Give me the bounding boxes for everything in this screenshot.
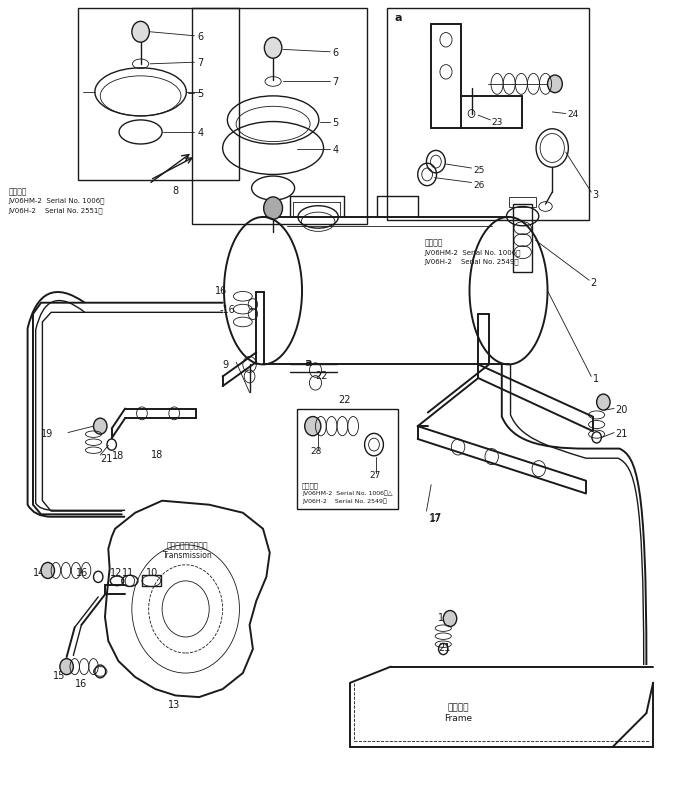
Text: 19: 19: [41, 428, 53, 438]
Bar: [513, 205, 532, 273]
Text: Frame: Frame: [444, 713, 472, 722]
Bar: [297, 409, 398, 509]
Text: 4: 4: [197, 128, 204, 138]
Text: 23: 23: [492, 118, 503, 127]
Circle shape: [596, 395, 610, 411]
Text: 17: 17: [430, 512, 442, 522]
Circle shape: [94, 419, 107, 435]
Bar: [78, 9, 239, 180]
Text: 16: 16: [76, 567, 88, 577]
Text: 7: 7: [332, 77, 338, 87]
Text: 19: 19: [438, 612, 450, 622]
Text: 20: 20: [615, 404, 628, 414]
Text: JV06HM-2  Serial No. 1006〜△: JV06HM-2 Serial No. 1006〜△: [302, 490, 392, 496]
Text: 4: 4: [332, 144, 338, 155]
Text: 27: 27: [369, 470, 381, 479]
Circle shape: [305, 417, 321, 436]
Text: 15: 15: [53, 670, 65, 680]
Text: JV06H-2    Serial No. 2549〜: JV06H-2 Serial No. 2549〜: [425, 258, 519, 265]
Text: 8: 8: [173, 186, 179, 196]
Text: 適用号機: 適用号機: [9, 187, 27, 196]
Circle shape: [60, 658, 73, 674]
Bar: [388, 9, 589, 221]
Text: 11: 11: [122, 567, 134, 577]
Bar: [192, 9, 367, 225]
Text: 28: 28: [310, 446, 321, 455]
Text: 10: 10: [146, 567, 158, 577]
Text: 12: 12: [110, 567, 122, 577]
Text: 2: 2: [590, 277, 596, 287]
Circle shape: [264, 197, 282, 220]
Text: 5: 5: [332, 117, 338, 128]
Text: 21: 21: [615, 428, 628, 438]
Text: -16: -16: [219, 305, 235, 314]
Text: 24: 24: [568, 110, 579, 119]
Bar: [509, 197, 536, 207]
Text: 26: 26: [473, 180, 484, 189]
Text: a: a: [305, 358, 312, 367]
Text: 25: 25: [473, 166, 484, 175]
Text: 21: 21: [438, 642, 450, 653]
Text: 17: 17: [429, 513, 441, 523]
Text: 22: 22: [338, 395, 351, 404]
Text: JV06H-2    Serial No. 2549〜: JV06H-2 Serial No. 2549〜: [302, 498, 387, 504]
Text: JV06H-2    Serial No. 2551〜: JV06H-2 Serial No. 2551〜: [9, 207, 103, 214]
Text: 18: 18: [112, 451, 124, 460]
Text: 21: 21: [100, 454, 113, 464]
Text: フレーム: フレーム: [448, 703, 469, 711]
Circle shape: [264, 38, 282, 59]
Text: JV06HM-2  Serial No. 1006〜: JV06HM-2 Serial No. 1006〜: [9, 197, 105, 205]
Text: 適用号機: 適用号機: [302, 482, 319, 488]
Circle shape: [41, 563, 55, 579]
Circle shape: [132, 22, 150, 43]
Text: 6: 6: [332, 48, 338, 58]
Text: 13: 13: [168, 699, 180, 709]
Bar: [142, 576, 161, 587]
Text: Transmission: Transmission: [163, 550, 212, 559]
Circle shape: [547, 76, 562, 94]
Circle shape: [443, 611, 457, 627]
Text: 3: 3: [592, 189, 599, 200]
Text: 16: 16: [75, 678, 87, 688]
Text: 7: 7: [197, 59, 204, 68]
Text: 5: 5: [197, 89, 204, 99]
Text: トランスミッション: トランスミッション: [167, 541, 208, 549]
Text: 6: 6: [197, 32, 204, 42]
Text: 22: 22: [315, 371, 328, 380]
Text: JV06HM-2  Serial No. 1006〜: JV06HM-2 Serial No. 1006〜: [425, 249, 521, 255]
Text: 14: 14: [33, 567, 45, 577]
Text: 9: 9: [222, 359, 228, 369]
Text: 18: 18: [151, 450, 163, 460]
Text: 適用号機: 適用号機: [425, 238, 443, 247]
Text: 16: 16: [214, 286, 227, 295]
Text: a: a: [394, 14, 402, 23]
Text: 1: 1: [592, 374, 599, 383]
